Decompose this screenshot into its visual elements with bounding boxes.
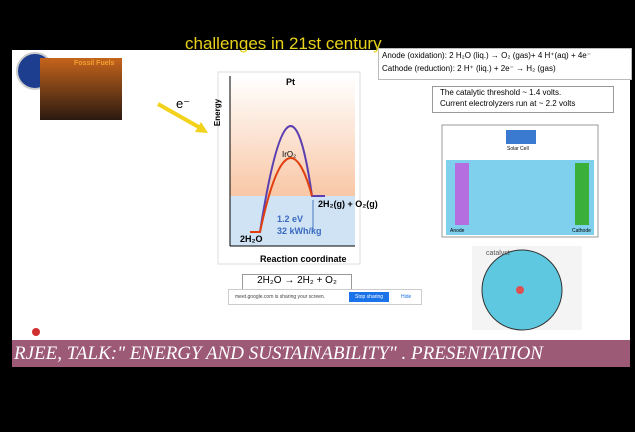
video-frame: challenges in 21st century Fossil Fuels … bbox=[0, 0, 635, 432]
stop-button[interactable]: Stop sharing bbox=[349, 292, 389, 302]
presenter-icon bbox=[32, 328, 40, 336]
density-label: 32 kWh/kg bbox=[277, 226, 322, 236]
presenter: Presentation (Abhik Banerjee) bbox=[44, 328, 124, 334]
solar-label: Solar Cell bbox=[507, 146, 529, 152]
banner: RJEE, TALK:" ENERGY AND SUSTAINABILITY" … bbox=[12, 340, 630, 367]
catalyst-site bbox=[516, 286, 524, 294]
threshold-line: Current electrolyzers run at ~ 2.2 volts bbox=[440, 99, 575, 108]
pt-label: Pt bbox=[286, 77, 295, 87]
iro2-label: IrO₂ bbox=[282, 150, 296, 159]
reactant-label: 2H₂O bbox=[240, 234, 263, 244]
hide-button[interactable]: Hide bbox=[401, 290, 411, 304]
share-message: meet.google.com is sharing your screen. bbox=[235, 294, 325, 300]
cathode-electrode bbox=[575, 163, 589, 225]
y-label: Energy bbox=[213, 99, 222, 126]
cathode-equation: Cathode (reduction): 2 H⁺ (liq.) + 2e⁻ →… bbox=[382, 64, 556, 73]
banner-text: RJEE, TALK:" ENERGY AND SUSTAINABILITY" … bbox=[14, 343, 543, 365]
anode-label: Anode bbox=[450, 228, 464, 234]
products-label: 2H₂(g) + O₂(g) bbox=[318, 199, 378, 209]
catalyst-label: catalyst bbox=[486, 250, 510, 257]
x-label: Reaction coordinate bbox=[260, 254, 347, 264]
arrow bbox=[158, 104, 204, 130]
cathode-label: Cathode bbox=[572, 228, 591, 234]
solar-cell bbox=[506, 130, 536, 144]
share-bar: meet.google.com is sharing your screen. … bbox=[228, 289, 422, 305]
anode-electrode bbox=[455, 163, 469, 225]
energy-label: 1.2 eV bbox=[277, 214, 303, 224]
anode-equation: Anode (oxidation): 2 H₂O (liq.) → O₂ (ga… bbox=[382, 51, 591, 60]
plot-upper bbox=[230, 76, 355, 196]
threshold-line: The catalytic threshold ~ 1.4 volts. bbox=[440, 88, 561, 97]
